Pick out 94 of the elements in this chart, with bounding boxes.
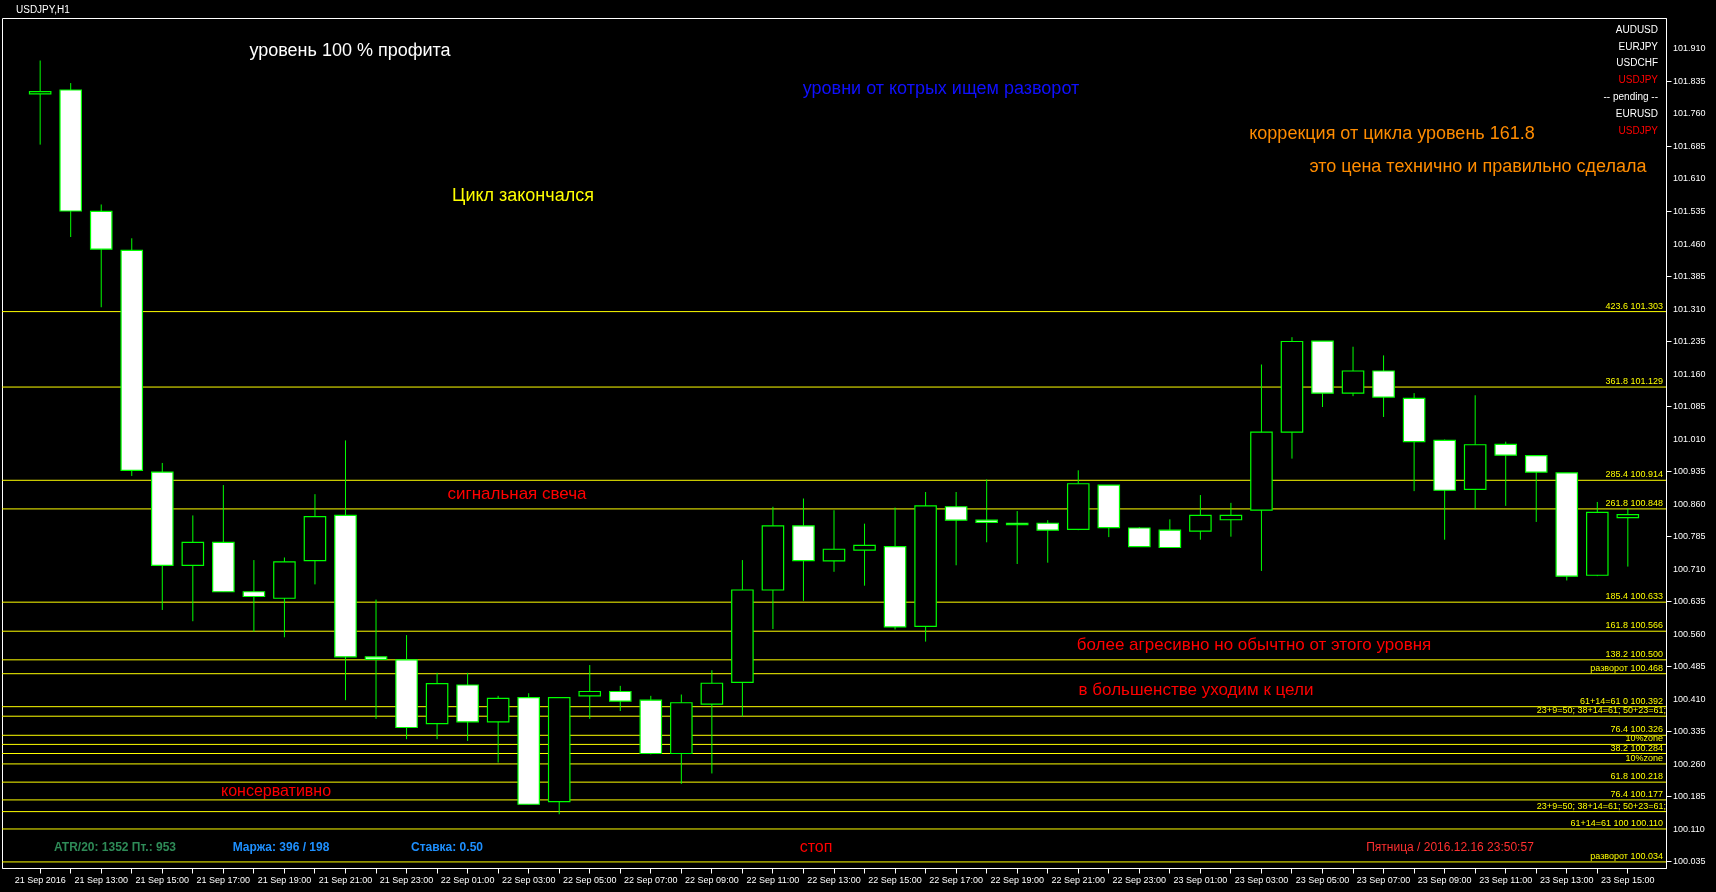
x-tick-label: 23 Sep 13:00 [1539, 874, 1594, 885]
x-tick-label: 22 Sep 07:00 [624, 874, 678, 885]
ref-line-label: 76.4 100.177 [1610, 788, 1663, 799]
y-tick-label: 101.310 [1673, 303, 1706, 314]
ref-line-label: 138.2 100.500 [1605, 648, 1663, 659]
annotation: Цикл закончался [452, 185, 594, 205]
ref-line-label: 10%zone [1625, 733, 1663, 744]
y-tick-label: 101.835 [1673, 75, 1706, 86]
ref-line-label: 10%zone [1625, 752, 1663, 763]
x-tick-label: 23 Sep 11:00 [1479, 874, 1533, 885]
annotation: AUDUSD [1615, 24, 1658, 35]
y-tick-label: 101.685 [1673, 140, 1706, 151]
x-tick-label: 22 Sep 03:00 [501, 874, 556, 885]
y-tick-label: 100.935 [1673, 466, 1706, 477]
ref-line-label: 423.6 101.303 [1605, 300, 1663, 311]
ref-line-label: 185.4 100.633 [1605, 591, 1663, 602]
x-tick-label: 22 Sep 17:00 [929, 874, 983, 885]
y-tick-label: 100.860 [1673, 498, 1706, 509]
y-tick-label: 101.760 [1673, 108, 1706, 119]
y-tick-label: 100.335 [1673, 726, 1706, 737]
annotation: это цена технично и правильно сделала [1309, 156, 1648, 176]
annotation: консервативно [220, 782, 332, 799]
y-tick-label: 100.560 [1673, 628, 1706, 639]
y-tick-label: 101.160 [1673, 368, 1706, 379]
x-tick-label: 21 Sep 21:00 [318, 874, 373, 885]
ref-line-label: 61+14=61 0 100.392 [1579, 695, 1663, 706]
ref-line-label: разворот 100.034 [1590, 850, 1663, 861]
x-tick-label: 21 Sep 23:00 [379, 874, 434, 885]
ref-line-label: 38.2 100.284 [1610, 742, 1663, 753]
annotation: -- pending -- [1603, 91, 1658, 102]
x-tick-label: 23 Sep 15:00 [1601, 874, 1655, 885]
x-tick-label: 23 Sep 03:00 [1234, 874, 1289, 885]
x-tick-label: 22 Sep 09:00 [685, 874, 739, 885]
x-tick-label: 23 Sep 07:00 [1356, 874, 1411, 885]
x-tick-label: 22 Sep 15:00 [868, 874, 922, 885]
annotation: EURUSD [1615, 108, 1658, 119]
y-tick-label: 100.635 [1673, 596, 1706, 607]
annotation: стоп [799, 838, 833, 855]
y-tick-label: 100.485 [1673, 661, 1706, 672]
y-tick-label: 101.610 [1673, 173, 1706, 184]
annotation: Пятница / 2016.12.16 23:50:57 [1366, 840, 1535, 854]
annotation: USDJPY [1618, 74, 1659, 85]
y-tick-label: 100.260 [1673, 758, 1706, 769]
annotation: Ставка: 0.50 [411, 840, 484, 854]
x-tick-label: 23 Sep 05:00 [1295, 874, 1350, 885]
x-tick-label: 23 Sep 01:00 [1173, 874, 1228, 885]
x-tick-label: 21 Sep 17:00 [196, 874, 251, 885]
y-tick-label: 100.785 [1673, 531, 1706, 542]
y-tick-label: 101.235 [1673, 336, 1706, 347]
y-tick-label: 101.910 [1673, 43, 1706, 54]
x-tick-label: 21 Sep 15:00 [135, 874, 190, 885]
y-tick-label: 101.535 [1673, 205, 1706, 216]
y-tick-label: 101.385 [1673, 271, 1706, 282]
annotation: уровень 100 % профита [249, 40, 452, 60]
y-tick-label: 101.460 [1673, 238, 1706, 249]
ref-line-label: 161.8 100.566 [1605, 620, 1663, 631]
ref-line-label: 361.8 101.129 [1605, 376, 1663, 387]
annotation: коррекция от цикла уровень 161.8 [1249, 123, 1535, 143]
y-tick-label: 100.110 [1673, 823, 1705, 834]
annotation: сигнальная свеча [447, 484, 588, 503]
ref-line-label: 61+14=61 100 100.110 [1570, 817, 1663, 828]
y-tick-label: 101.085 [1673, 401, 1706, 412]
x-tick-label: 22 Sep 11:00 [746, 874, 800, 885]
annotation: EURJPY [1618, 41, 1659, 52]
annotation: USDJPY [1618, 125, 1659, 136]
x-tick-label: 22 Sep 05:00 [562, 874, 617, 885]
x-tick-label: 21 Sep 2016 [14, 874, 66, 885]
annotation: USDCHF [1616, 57, 1658, 68]
x-tick-label: 23 Sep 09:00 [1417, 874, 1472, 885]
annotation: ATR/20: 1352 Пт.: 953 [54, 840, 177, 854]
x-tick-label: 22 Sep 13:00 [807, 874, 861, 885]
annotation: уровни от котрых ищем разворот [802, 78, 1080, 98]
x-tick-label: 22 Sep 19:00 [990, 874, 1044, 885]
ref-line-label: 76.4 100.326 [1610, 724, 1663, 735]
x-tick-label: 21 Sep 19:00 [257, 874, 312, 885]
y-tick-label: 100.185 [1673, 791, 1706, 802]
y-tick-label: 100.710 [1673, 563, 1706, 574]
y-tick-label: 100.410 [1673, 693, 1706, 704]
x-tick-label: 22 Sep 21:00 [1051, 874, 1106, 885]
annotation: Маржа: 396 / 198 [232, 840, 330, 854]
y-tick-label: 101.010 [1673, 433, 1706, 444]
ref-line-label: 61.8 100.218 [1610, 771, 1663, 782]
annotation: 23+9=50; 38+14=61; 50+23=61; [1536, 800, 1666, 811]
y-tick-label: 100.035 [1673, 856, 1706, 867]
chart-title: USDJPY,H1 [16, 4, 71, 15]
annotation: более агресивно но обычтно от этого уровня [1076, 635, 1432, 654]
ref-line-label: 261.8 100.848 [1605, 497, 1663, 508]
annotation: в большенстве уходим к цели [1078, 680, 1314, 699]
x-tick-label: 22 Sep 01:00 [440, 874, 495, 885]
x-tick-label: 22 Sep 23:00 [1112, 874, 1167, 885]
x-tick-label: 21 Sep 13:00 [74, 874, 129, 885]
annotation: 23+9=50; 38+14=61; 50+23=61; [1536, 705, 1666, 716]
ref-line-label: разворот 100.468 [1590, 662, 1663, 673]
ref-line-label: 285.4 100.914 [1605, 469, 1663, 480]
